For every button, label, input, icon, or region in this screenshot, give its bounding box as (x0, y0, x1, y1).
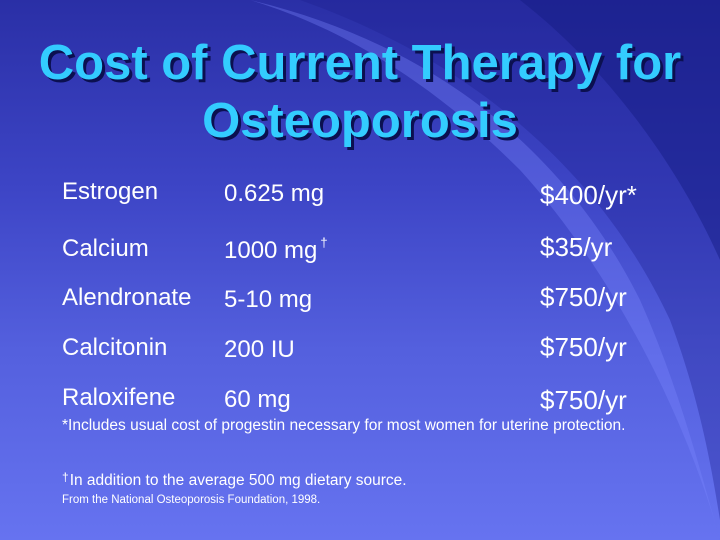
annual-cost: $35/yr (540, 232, 613, 262)
annual-cost: $750/yr (540, 282, 627, 312)
annual-cost: $750/yr (540, 385, 627, 415)
drug-dose: 5-10 mg (224, 286, 313, 313)
drug-name: Raloxifene (62, 384, 176, 411)
title-line-2: Osteoporosis (202, 94, 518, 148)
drug-dose: 0.625 mg (224, 180, 325, 207)
dose-footnote-mark: † (320, 235, 328, 250)
dagger-footnote: †In addition to the average 500 mg dieta… (62, 470, 407, 490)
dagger-footnote-text: In addition to the average 500 mg dietar… (69, 472, 407, 489)
source-citation: From the National Osteoporosis Foundatio… (62, 494, 321, 506)
slide-title: Cost of Current Therapy for Osteoporosis (0, 34, 720, 150)
table-row: Estrogen 0.625 mg $400/yr* (62, 170, 662, 210)
drug-name: Estrogen (62, 178, 159, 205)
drug-name: Calcitonin (62, 334, 168, 361)
dagger-mark: † (62, 470, 69, 484)
title-line-1: Cost of Current Therapy for (38, 36, 682, 90)
drug-name: Alendronate (62, 284, 192, 311)
asterisk-footnote: *Includes usual cost of progestin necess… (62, 417, 626, 434)
table-row: Raloxifene 60 mg $750/yr (62, 376, 662, 416)
drug-dose: 1000 mg † (224, 235, 328, 264)
drug-dose: 60 mg (224, 386, 291, 413)
drug-name: Calcium (62, 235, 149, 262)
annual-cost: $400/yr* (540, 180, 637, 210)
table-row: Alendronate 5-10 mg $750/yr (62, 276, 662, 316)
annual-cost: $750/yr (540, 332, 627, 362)
table-row: Calcium 1000 mg † $35/yr (62, 227, 662, 267)
table-row: Calcitonin 200 IU $750/yr (62, 326, 662, 366)
drug-dose: 200 IU (224, 336, 295, 363)
